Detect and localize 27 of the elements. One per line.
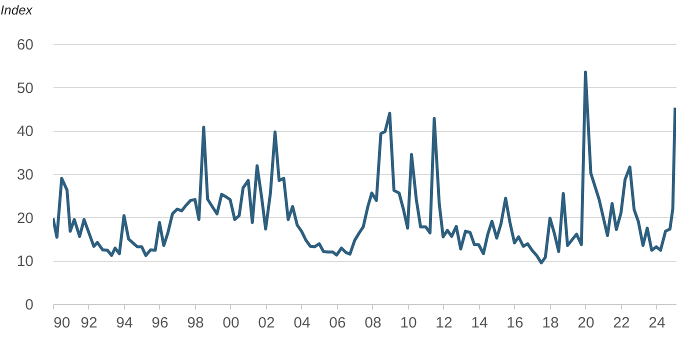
x-tick-label: 14	[471, 314, 488, 332]
y-tick-label: 20	[16, 210, 34, 227]
x-tick-label: 02	[258, 314, 275, 332]
x-tick-label: 16	[506, 314, 524, 332]
x-tick-label: 00	[222, 314, 240, 332]
y-tick-label: 60	[16, 36, 34, 54]
y-tick-label: 10	[16, 253, 34, 270]
y-axis-title: Index	[0, 2, 33, 18]
x-tick-label: 24	[648, 314, 666, 332]
x-tick-label: 04	[294, 314, 310, 332]
x-tick-label: 10	[400, 314, 417, 332]
x-tick-label: 96	[152, 314, 168, 332]
x-tick-label: 12	[436, 314, 452, 332]
x-tick-label: 06	[329, 314, 346, 332]
x-tick-label: 98	[187, 314, 204, 332]
x-tick-label: 90	[54, 314, 70, 332]
y-tick-label: 30	[16, 166, 34, 184]
x-tick-label: 92	[80, 314, 98, 332]
x-tick-label: 94	[116, 314, 133, 332]
y-tick-label: 0	[25, 296, 34, 314]
y-tick-label: 40	[16, 123, 34, 140]
x-tick-label: 08	[364, 314, 382, 332]
x-tick-label: 20	[578, 314, 594, 332]
x-tick-label: 18	[542, 314, 559, 332]
x-tick-label: 22	[613, 314, 630, 332]
line-series	[53, 70, 676, 264]
y-tick-label: 50	[16, 80, 34, 97]
